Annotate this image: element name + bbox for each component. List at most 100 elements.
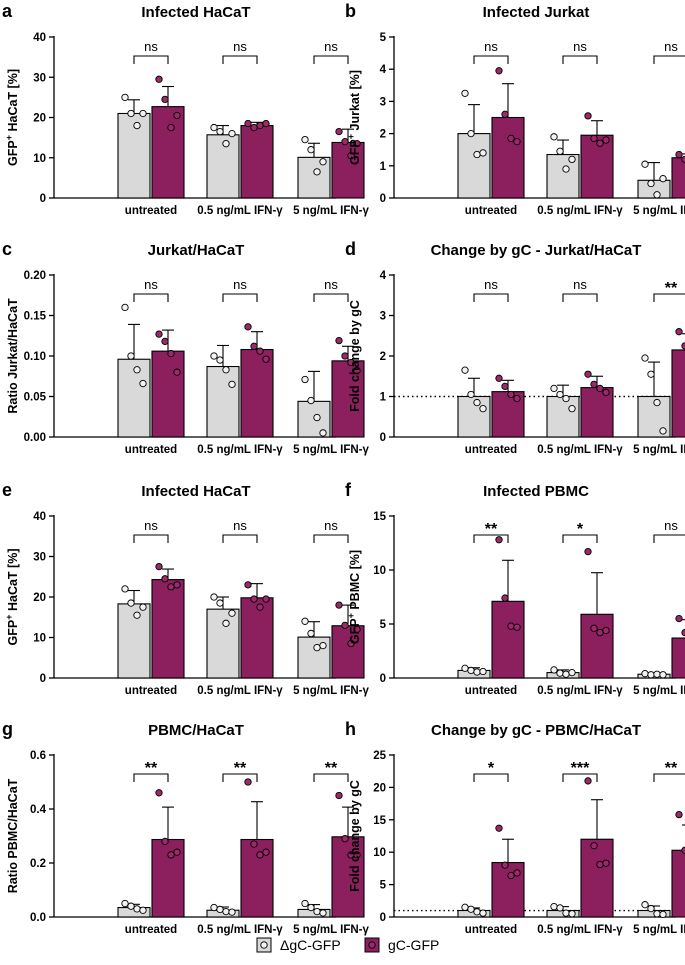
data-point (228, 380, 236, 388)
data-point (262, 848, 270, 856)
significance-label: *** (571, 760, 590, 777)
data-point (216, 905, 224, 914)
significance-bracket (562, 534, 598, 543)
significance-bracket (313, 293, 349, 302)
x-tick-label: 5 ng/mL IFN-γ (293, 444, 369, 456)
data-point (121, 93, 129, 102)
bar-gc (491, 116, 525, 199)
panel-letter: a (2, 1, 13, 21)
legend-marker-gc (368, 941, 376, 949)
data-point (584, 370, 592, 378)
data-point (659, 175, 667, 183)
data-point (501, 861, 509, 869)
data-point (550, 384, 558, 393)
y-label-main: GFP (348, 618, 362, 644)
data-point (301, 135, 309, 144)
data-point (307, 629, 315, 638)
y-label-sup: + (346, 613, 356, 618)
legend-marker-dgc (260, 941, 268, 949)
data-point (256, 121, 264, 130)
bar-gc (491, 600, 525, 679)
significance-label: ** (665, 760, 678, 777)
x-tick-label: 0.5 ng/mL IFN-γ (197, 444, 283, 456)
panel-letter: h (345, 719, 356, 739)
data-point (250, 123, 258, 132)
data-point (584, 547, 592, 556)
data-point (133, 611, 141, 619)
data-point (167, 349, 175, 358)
y-tick-label: 10 (33, 633, 46, 645)
x-tick-label: 0.5 ng/mL IFN-γ (537, 685, 623, 697)
significance-label: ns (144, 39, 158, 54)
data-point (659, 427, 667, 435)
data-point (353, 140, 361, 148)
bar-gc (151, 350, 185, 438)
y-tick-label: 0 (40, 193, 46, 205)
bar-dgc (206, 608, 240, 679)
data-point (244, 323, 252, 331)
y-label-sup: + (346, 134, 356, 139)
data-point (568, 910, 576, 918)
data-point (262, 355, 270, 363)
data-point (210, 593, 218, 601)
bar-gc (331, 625, 365, 679)
data-point (335, 791, 343, 800)
y-axis-label: Fold change by gC (348, 780, 362, 892)
chart-title: Change by gC - PBMC/HaCaT (431, 722, 641, 739)
data-point (507, 390, 515, 399)
y-tick-label: 0.00 (24, 432, 46, 444)
data-point (653, 191, 661, 199)
data-point (121, 899, 129, 908)
significance-bracket (222, 293, 258, 302)
data-point (121, 303, 129, 312)
data-point (121, 585, 129, 593)
data-point (155, 789, 163, 797)
data-point (467, 905, 475, 913)
data-point (461, 89, 469, 98)
data-point (479, 667, 487, 676)
significance-label: ** (325, 760, 338, 777)
significance-bracket (313, 534, 349, 543)
y-tick-label: 0 (380, 912, 386, 924)
significance-label: ns (324, 518, 338, 533)
x-tick-label: 0.5 ng/mL IFN-γ (197, 205, 283, 217)
data-point (222, 907, 230, 916)
y-tick-label: 0.10 (24, 351, 46, 363)
bar-gc (331, 141, 365, 199)
chart-title: Jurkat/HaCaT (148, 242, 245, 259)
y-tick-label: 1 (380, 392, 387, 404)
significance-label: ns (573, 277, 587, 292)
data-point (513, 869, 521, 877)
data-point (353, 625, 361, 634)
y-tick-label: 0.20 (24, 270, 46, 282)
y-tick-label: 15 (373, 511, 386, 523)
significance-bracket (133, 534, 169, 543)
y-tick-label: 0.15 (24, 311, 47, 323)
data-point (139, 603, 147, 611)
data-point (641, 160, 649, 168)
data-point (173, 368, 181, 376)
x-tick-label: untreated (465, 205, 517, 217)
significance-bracket (313, 773, 349, 782)
significance-label: ns (324, 277, 338, 292)
y-axis-label: GFP+ PBMC [%] (346, 550, 362, 644)
panel-letter: c (2, 239, 12, 259)
significance-label: ** (234, 760, 247, 777)
data-point (167, 851, 175, 859)
data-point (155, 75, 163, 83)
significance-label: ns (233, 39, 247, 54)
data-point (307, 396, 315, 405)
significance-label: ** (485, 521, 498, 538)
significance-label: ns (664, 39, 678, 54)
chart-title: Infected Jurkat (483, 4, 590, 21)
data-point (341, 621, 349, 629)
significance-label: ns (233, 518, 247, 533)
data-point (250, 342, 258, 350)
significance-bracket (222, 55, 258, 64)
significance-bracket (313, 55, 349, 64)
data-point (596, 139, 604, 147)
bar-gc (671, 157, 685, 199)
data-point (222, 366, 230, 374)
significance-bracket (653, 534, 685, 543)
